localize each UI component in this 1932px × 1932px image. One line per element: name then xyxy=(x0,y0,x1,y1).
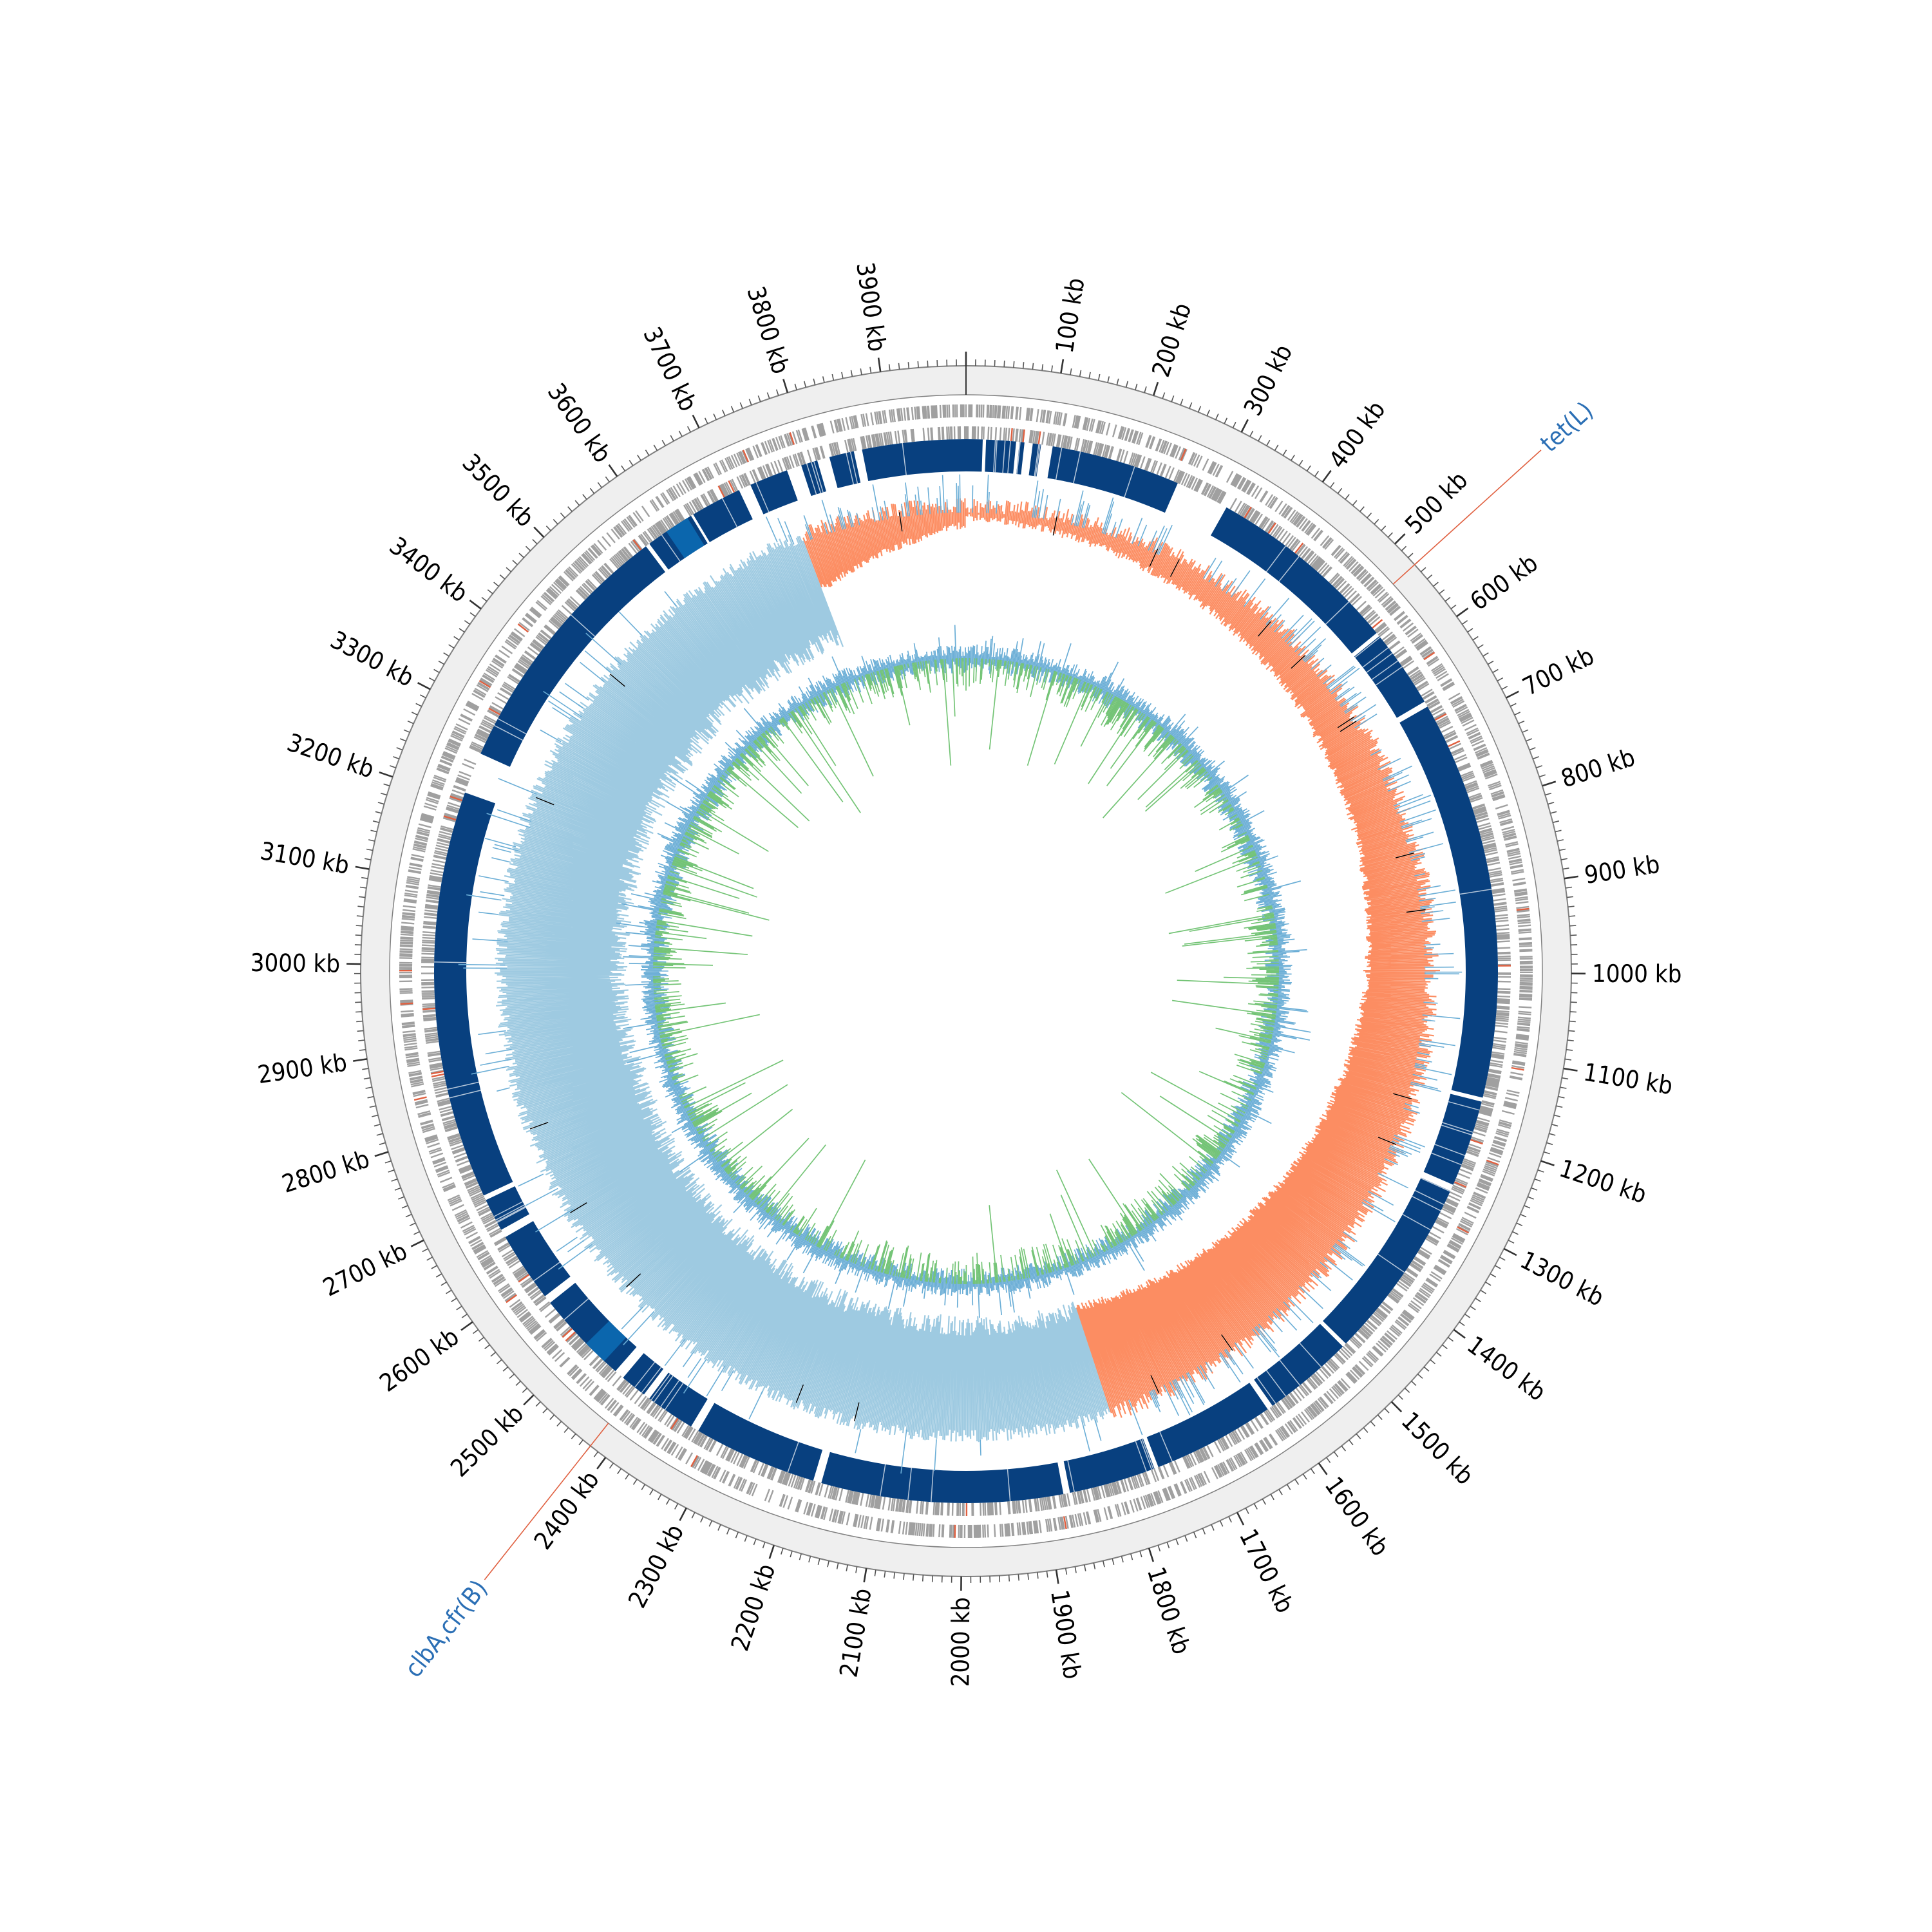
tick-label: 2300 kb xyxy=(623,1520,689,1613)
tick-label: 3000 kb xyxy=(250,949,340,978)
tick-label: 1300 kb xyxy=(1516,1245,1609,1312)
synteny-block xyxy=(985,439,1016,474)
tick-label: 900 kb xyxy=(1582,850,1662,889)
synteny-block xyxy=(862,439,966,481)
tick-label: 3100 kb xyxy=(258,837,352,880)
tick-label: 1400 kb xyxy=(1462,1331,1551,1406)
synteny-block xyxy=(966,439,983,472)
tick-label: 3800 kb xyxy=(741,283,795,377)
tick-label: 3500 kb xyxy=(457,448,540,533)
synteny-block xyxy=(801,460,826,497)
tick-label: 100 kb xyxy=(1050,276,1090,355)
tick-label: 2000 kb xyxy=(946,1597,975,1687)
tick-label: 600 kb xyxy=(1465,549,1543,616)
gc-skew-track xyxy=(458,474,1463,1474)
tick-label: 800 kb xyxy=(1558,743,1638,793)
gene-ticks xyxy=(399,404,1533,1539)
synteny-block xyxy=(1254,1323,1343,1406)
position-tick-track xyxy=(346,352,1586,1591)
synteny-block xyxy=(1146,1383,1268,1468)
synteny-block xyxy=(1016,442,1025,475)
tick-label: 2100 kb xyxy=(834,1586,876,1680)
tick-label: 1600 kb xyxy=(1320,1472,1395,1561)
synteny-block xyxy=(1047,446,1178,513)
tick-label: 300 kb xyxy=(1238,340,1298,421)
synteny-gaps xyxy=(434,440,1492,1502)
gc-skew-spikes xyxy=(458,474,1463,1474)
annotation-leader-line xyxy=(484,1423,609,1580)
synteny-block xyxy=(480,546,666,767)
tick-label: 2500 kb xyxy=(445,1399,529,1482)
tick-label: 2600 kb xyxy=(374,1322,464,1397)
annotation-leader-line xyxy=(1392,450,1542,585)
major-ticks xyxy=(346,352,1586,1591)
tick-label: 700 kb xyxy=(1518,641,1598,701)
tick-label: 1500 kb xyxy=(1396,1406,1479,1490)
tick-label: 3400 kb xyxy=(384,531,473,608)
tick-label: 3200 kb xyxy=(283,728,377,783)
feature-ticks xyxy=(399,428,1530,1538)
minor-ticks xyxy=(354,359,1578,1584)
gc-skew-marks xyxy=(529,512,1426,1421)
tick-label: 200 kb xyxy=(1146,299,1197,380)
synteny-block xyxy=(1211,507,1377,654)
tick-label: 3600 kb xyxy=(542,378,617,468)
tick-label: 1900 kb xyxy=(1045,1588,1086,1681)
synteny-block xyxy=(1354,636,1425,718)
tick-label: 2200 kb xyxy=(726,1560,781,1654)
gene-tick-track xyxy=(399,404,1533,1539)
synteny-block xyxy=(693,490,753,542)
tick-label: 1700 kb xyxy=(1234,1524,1300,1617)
tick-label: 1000 kb xyxy=(1592,960,1682,989)
synteny-block xyxy=(1399,706,1499,1098)
tick-label: 400 kb xyxy=(1323,396,1391,474)
synteny-block xyxy=(434,792,513,1196)
annotation-label: tet(L) xyxy=(1535,396,1598,457)
synteny-block-light xyxy=(666,518,705,558)
tick-label: 3700 kb xyxy=(638,323,703,415)
tick-label: 1100 kb xyxy=(1582,1057,1675,1100)
annotation-label: clbA,cfr(B) xyxy=(399,1575,493,1683)
gc-skew-positive xyxy=(802,498,1441,1418)
synteny-block xyxy=(750,470,798,515)
synteny-block xyxy=(649,1372,708,1427)
gc-content-fill xyxy=(652,658,1280,1285)
tick-label: 2700 kb xyxy=(319,1236,412,1302)
synteny-block-light xyxy=(586,1321,627,1361)
tick-label: 2800 kb xyxy=(279,1144,373,1198)
gc-skew-negative xyxy=(495,535,1110,1443)
synteny-block xyxy=(821,1452,1064,1503)
tick-label: 500 kb xyxy=(1399,466,1473,539)
tick-label: 2900 kb xyxy=(256,1048,348,1089)
tick-label: 3300 kb xyxy=(326,625,419,692)
synteny-block xyxy=(505,1221,571,1296)
synteny-block-track xyxy=(434,439,1499,1503)
synteny-block xyxy=(1063,1438,1155,1493)
synteny-block xyxy=(1423,1094,1482,1185)
gc-content-outline xyxy=(616,625,1311,1318)
tick-label: 3900 kb xyxy=(851,261,891,354)
tick-label: 1200 kb xyxy=(1556,1154,1650,1209)
gc-content-track xyxy=(616,625,1311,1318)
tick-label: 1800 kb xyxy=(1142,1564,1196,1658)
